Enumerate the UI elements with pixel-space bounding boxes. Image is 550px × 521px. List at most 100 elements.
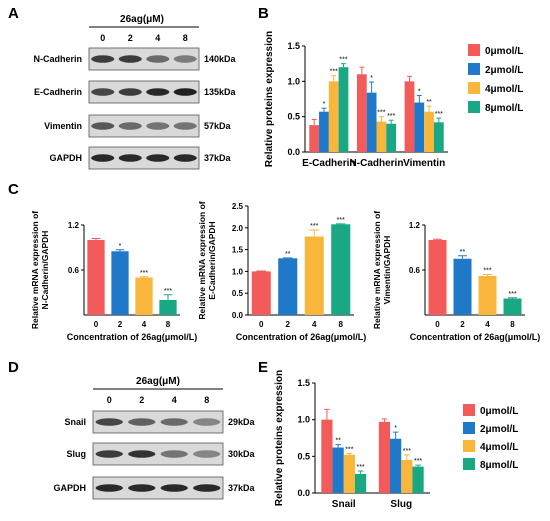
blot-strip	[88, 80, 200, 104]
protein-label: Slug	[67, 449, 87, 459]
y-tick-label: 1.2	[409, 221, 421, 230]
blot-band	[173, 122, 197, 130]
y-axis-label-line: E-Cadherin/GAPDH	[207, 221, 217, 299]
blot-strip	[92, 410, 224, 434]
blot-strip	[92, 442, 224, 466]
y-axis-label: Relative mRNA expression ofE-Cadherin/GA…	[197, 201, 217, 319]
chart-C2: 0.0 0.5 1.0 1.5 2.0 2.5 0 ** 2 *** 4 *** 8 Concentrat…	[197, 201, 366, 342]
x-category-label: 2	[460, 320, 465, 329]
y-axis-label: Relative proteins expression	[274, 370, 285, 506]
bar	[354, 473, 367, 493]
x-category-label: 0	[435, 320, 440, 329]
protein-label: GAPDH	[49, 153, 82, 163]
y-tick-label: 2.0	[232, 224, 244, 233]
bar	[309, 125, 320, 152]
x-category-label: Slug	[390, 499, 412, 510]
y-tick-label: 1.5	[297, 378, 310, 388]
significance-label: ***	[356, 464, 364, 471]
y-tick-label: 0.6	[409, 266, 421, 275]
lane-label: 0	[100, 33, 105, 43]
blot-header: 26ag(μM)	[136, 376, 180, 387]
blot-strip	[92, 476, 224, 500]
bar	[424, 111, 434, 152]
x-category-label: 2	[118, 320, 123, 329]
blot-band	[193, 450, 221, 458]
legend-swatch	[463, 440, 475, 452]
bar	[328, 81, 339, 152]
y-tick-label: 1.2	[68, 221, 80, 230]
x-category-label: N-Cadherin	[350, 158, 404, 169]
y-tick-label: 2.5	[232, 202, 244, 211]
panel-letter: A	[8, 5, 19, 22]
x-category-label: Snail	[332, 499, 356, 510]
significance-label: ***	[140, 270, 148, 277]
significance-label: *	[323, 101, 326, 108]
y-tick-label: 0.6	[68, 266, 80, 275]
y-tick-label: 0.5	[287, 112, 300, 122]
x-axis-label: Concentration of 26ag(μmol/L)	[67, 332, 198, 342]
bar	[319, 111, 329, 152]
legend-label: 8μmol/L	[485, 103, 523, 114]
y-tick-label: 1.0	[287, 76, 300, 86]
significance-label: ***	[508, 291, 516, 298]
bar	[453, 258, 472, 315]
legend-swatch	[463, 422, 475, 434]
bar	[332, 447, 344, 493]
significance-label: **	[426, 99, 432, 106]
kda-label: 37kDa	[228, 483, 256, 493]
lane-label: 4	[155, 33, 160, 43]
bar	[376, 121, 387, 152]
blot-strip	[88, 146, 200, 170]
bar	[390, 438, 402, 493]
kda-label: 30kDa	[228, 449, 256, 459]
legend-swatch	[468, 101, 480, 113]
y-tick-label: 0.0	[297, 488, 310, 498]
panel-letter: B	[258, 5, 269, 22]
bar	[331, 224, 351, 315]
y-axis-label-line: Vimentin/GAPDH	[382, 236, 392, 305]
legend-swatch	[463, 458, 475, 470]
x-category-label: 2	[286, 320, 291, 329]
significance-label: ***	[345, 446, 353, 453]
blot-band	[173, 154, 197, 162]
significance-label: *	[119, 243, 122, 250]
y-axis-label-line: Relative mRNA expression of	[197, 201, 207, 319]
blot-band	[128, 484, 156, 492]
kda-label: 37kDa	[204, 153, 232, 163]
significance-label: ***	[435, 111, 443, 118]
kda-label: 29kDa	[228, 417, 256, 427]
bar	[343, 454, 355, 493]
blot-band	[91, 55, 115, 63]
legend-swatch	[468, 44, 480, 56]
y-tick-label: 0.5	[232, 289, 244, 298]
panel-letter: E	[258, 359, 268, 376]
lane-label: 2	[128, 33, 133, 43]
bar	[412, 466, 424, 493]
blot-band	[118, 88, 142, 96]
bar	[251, 271, 271, 315]
blot-band	[118, 55, 142, 63]
x-axis-label: Concentration of 26ag(μmol/L)	[236, 332, 367, 342]
blot-strip	[88, 114, 200, 138]
legend-label: 4μmol/L	[480, 442, 518, 453]
chart-C3: 0.6 1.2 0 ** 2 *** 4 *** 8 Concentration of 26ag(…	[372, 211, 540, 342]
y-tick-label: 1.5	[287, 41, 300, 51]
legend-label: 2μmol/L	[480, 424, 518, 435]
bar	[478, 276, 497, 315]
blot-band	[146, 88, 170, 96]
x-category-label: Vimentin	[403, 158, 445, 169]
blot-band	[146, 154, 170, 162]
chart-B: 0.00.51.01.5*******E-Cadherin*******N-Ca…	[264, 31, 523, 169]
y-tick-label: 1.0	[232, 267, 244, 276]
blot-band	[118, 122, 142, 130]
kda-label: 140kDa	[204, 54, 237, 64]
blot-band	[173, 88, 197, 96]
blot-band	[95, 450, 123, 458]
bar	[433, 122, 444, 152]
blot-band	[128, 450, 156, 458]
bar	[304, 236, 324, 315]
bar	[503, 298, 522, 315]
legend-swatch	[468, 82, 480, 94]
significance-label: **	[285, 251, 291, 258]
